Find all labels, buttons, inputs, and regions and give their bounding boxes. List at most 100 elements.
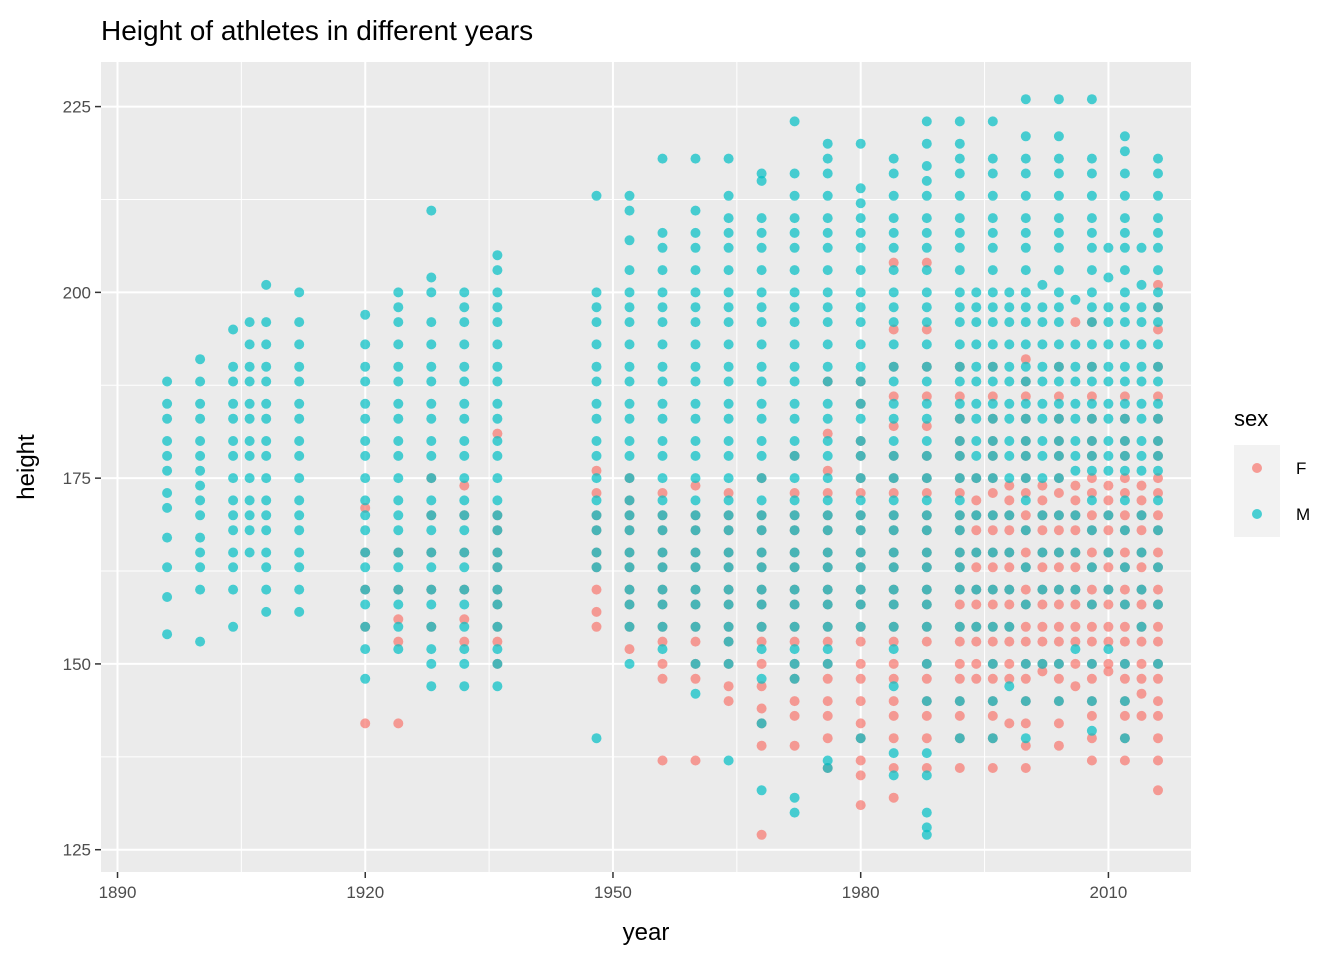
point-m <box>1086 525 1097 536</box>
point-f <box>1053 740 1064 751</box>
point-m <box>228 376 239 387</box>
point-m <box>789 413 800 424</box>
point-m <box>426 398 437 409</box>
point-m <box>789 562 800 573</box>
point-m <box>657 265 668 276</box>
point-m <box>822 495 833 506</box>
point-m <box>723 242 734 253</box>
point-m <box>228 584 239 595</box>
point-m <box>756 450 767 461</box>
point-m <box>789 361 800 372</box>
point-m <box>228 495 239 506</box>
point-m <box>888 525 899 536</box>
point-m <box>360 361 371 372</box>
point-m <box>624 495 635 506</box>
point-f <box>756 658 767 669</box>
point-m <box>393 287 404 298</box>
point-m <box>690 205 701 216</box>
point-m <box>426 681 437 692</box>
point-m <box>1153 413 1163 424</box>
point-f <box>954 391 965 402</box>
point-m <box>822 361 833 372</box>
point-m <box>1136 279 1147 290</box>
point-m <box>1020 473 1031 484</box>
point-f <box>971 599 982 610</box>
point-m <box>1103 302 1114 313</box>
point-m <box>855 733 866 744</box>
point-m <box>888 748 899 759</box>
point-m <box>921 227 932 238</box>
point-f <box>1103 621 1114 632</box>
point-m <box>1004 584 1015 595</box>
point-m <box>855 495 866 506</box>
point-f <box>987 710 998 721</box>
point-m <box>1020 153 1031 164</box>
point-m <box>657 562 668 573</box>
point-m <box>971 287 982 298</box>
point-m <box>624 599 635 610</box>
point-f <box>1070 681 1081 692</box>
point-f <box>822 696 833 707</box>
point-m <box>1004 376 1015 387</box>
point-m <box>723 755 734 766</box>
point-m <box>1103 376 1114 387</box>
point-m <box>360 339 371 350</box>
point-f <box>1053 391 1064 402</box>
point-m <box>1086 562 1097 573</box>
point-f <box>921 324 932 335</box>
point-m <box>624 398 635 409</box>
point-m <box>690 242 701 253</box>
point-m <box>624 436 635 446</box>
point-m <box>1136 510 1147 521</box>
point-m <box>294 562 305 573</box>
point-f <box>1020 673 1031 684</box>
point-m <box>492 450 503 461</box>
point-f <box>888 733 899 744</box>
point-m <box>971 317 982 328</box>
point-f <box>1086 473 1097 484</box>
point-f <box>624 644 635 655</box>
point-m <box>789 673 800 684</box>
point-m <box>261 473 272 484</box>
point-f <box>1153 391 1163 402</box>
point-m <box>1153 153 1163 164</box>
point-m <box>261 606 272 617</box>
point-f <box>1103 599 1114 610</box>
point-m <box>195 584 206 595</box>
point-m <box>459 510 470 521</box>
point-m <box>591 190 602 201</box>
point-f <box>1020 547 1031 558</box>
point-m <box>294 436 305 446</box>
point-f <box>921 733 932 744</box>
point-f <box>1004 658 1015 669</box>
point-f <box>1070 317 1081 328</box>
point-f <box>1086 391 1097 402</box>
point-m <box>1086 413 1097 424</box>
point-m <box>1037 398 1048 409</box>
point-m <box>1020 376 1031 387</box>
point-m <box>1070 376 1081 387</box>
point-m <box>789 317 800 328</box>
point-m <box>1004 436 1015 446</box>
y-axis: 125 150 175 200 225 <box>63 98 101 860</box>
point-m <box>690 398 701 409</box>
point-m <box>1020 190 1031 201</box>
point-m <box>1053 473 1064 484</box>
point-f <box>459 636 470 647</box>
point-m <box>1086 696 1097 707</box>
point-m <box>954 413 965 424</box>
point-f <box>855 770 866 781</box>
point-m <box>1153 168 1163 179</box>
legend-key-m-marker <box>1252 509 1262 519</box>
point-m <box>1086 339 1097 350</box>
point-m <box>690 584 701 595</box>
point-m <box>1153 495 1163 506</box>
point-m <box>1119 465 1130 476</box>
point-m <box>756 525 767 536</box>
point-m <box>1004 317 1015 328</box>
point-f <box>1136 480 1147 491</box>
point-m <box>756 473 767 484</box>
point-f <box>1136 562 1147 573</box>
point-f <box>921 421 932 432</box>
point-m <box>360 547 371 558</box>
